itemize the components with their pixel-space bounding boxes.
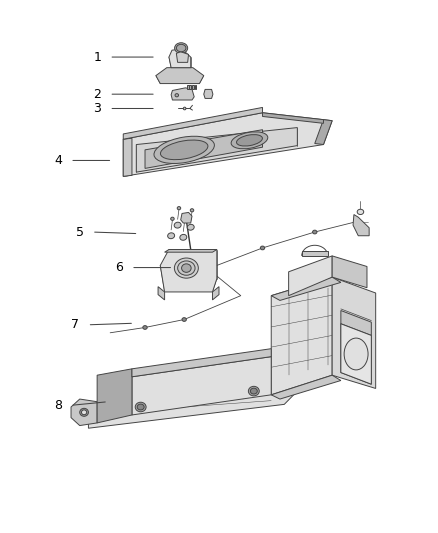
Ellipse shape	[357, 209, 364, 215]
Polygon shape	[165, 249, 217, 252]
Polygon shape	[212, 287, 219, 300]
Ellipse shape	[313, 230, 317, 234]
Polygon shape	[145, 130, 262, 168]
Polygon shape	[187, 85, 188, 90]
Polygon shape	[97, 369, 132, 423]
Polygon shape	[332, 277, 376, 389]
Polygon shape	[156, 68, 204, 84]
Ellipse shape	[187, 224, 194, 230]
Polygon shape	[136, 127, 297, 172]
Ellipse shape	[177, 44, 186, 52]
Ellipse shape	[180, 235, 187, 240]
Polygon shape	[132, 357, 271, 415]
Ellipse shape	[135, 402, 146, 412]
Polygon shape	[158, 287, 165, 300]
Polygon shape	[171, 88, 194, 100]
Polygon shape	[123, 138, 132, 176]
Ellipse shape	[260, 246, 265, 250]
Ellipse shape	[251, 388, 257, 394]
Ellipse shape	[184, 107, 186, 110]
Ellipse shape	[237, 135, 262, 146]
Ellipse shape	[137, 404, 144, 410]
Ellipse shape	[174, 258, 198, 278]
Ellipse shape	[231, 132, 268, 149]
Polygon shape	[189, 85, 191, 90]
Polygon shape	[315, 119, 332, 144]
Ellipse shape	[80, 408, 88, 416]
Ellipse shape	[344, 338, 368, 370]
Polygon shape	[181, 213, 192, 223]
Ellipse shape	[175, 94, 179, 97]
Polygon shape	[169, 49, 191, 68]
Polygon shape	[192, 85, 194, 90]
Text: 5: 5	[76, 225, 84, 239]
Ellipse shape	[182, 318, 186, 321]
Ellipse shape	[177, 207, 181, 210]
Ellipse shape	[183, 219, 186, 222]
Text: 2: 2	[93, 87, 101, 101]
Polygon shape	[271, 277, 332, 395]
Polygon shape	[262, 113, 323, 123]
Polygon shape	[341, 311, 371, 335]
Polygon shape	[271, 277, 341, 301]
Polygon shape	[332, 256, 367, 288]
Text: 3: 3	[93, 102, 101, 115]
Polygon shape	[160, 249, 217, 292]
Polygon shape	[289, 256, 332, 296]
Polygon shape	[194, 85, 196, 90]
Polygon shape	[271, 375, 341, 399]
Polygon shape	[132, 349, 271, 377]
Text: 7: 7	[71, 318, 79, 332]
Ellipse shape	[174, 222, 181, 228]
Text: 1: 1	[93, 51, 101, 63]
Ellipse shape	[168, 233, 175, 239]
Ellipse shape	[171, 217, 174, 220]
Ellipse shape	[182, 264, 191, 272]
Ellipse shape	[190, 209, 194, 212]
Ellipse shape	[154, 136, 214, 164]
Ellipse shape	[175, 43, 187, 53]
Polygon shape	[302, 251, 328, 256]
Polygon shape	[341, 324, 371, 384]
Polygon shape	[71, 399, 97, 425]
Ellipse shape	[160, 140, 208, 160]
Polygon shape	[204, 90, 213, 99]
Polygon shape	[88, 378, 297, 428]
Polygon shape	[341, 324, 371, 384]
Text: 6: 6	[115, 261, 123, 274]
Ellipse shape	[81, 410, 87, 415]
Polygon shape	[353, 215, 369, 236]
Polygon shape	[177, 52, 188, 62]
Polygon shape	[123, 108, 262, 139]
Text: 8: 8	[54, 399, 62, 412]
Ellipse shape	[143, 326, 147, 329]
Polygon shape	[123, 113, 332, 176]
Ellipse shape	[248, 386, 259, 396]
Ellipse shape	[178, 261, 195, 275]
Text: 4: 4	[54, 154, 62, 167]
